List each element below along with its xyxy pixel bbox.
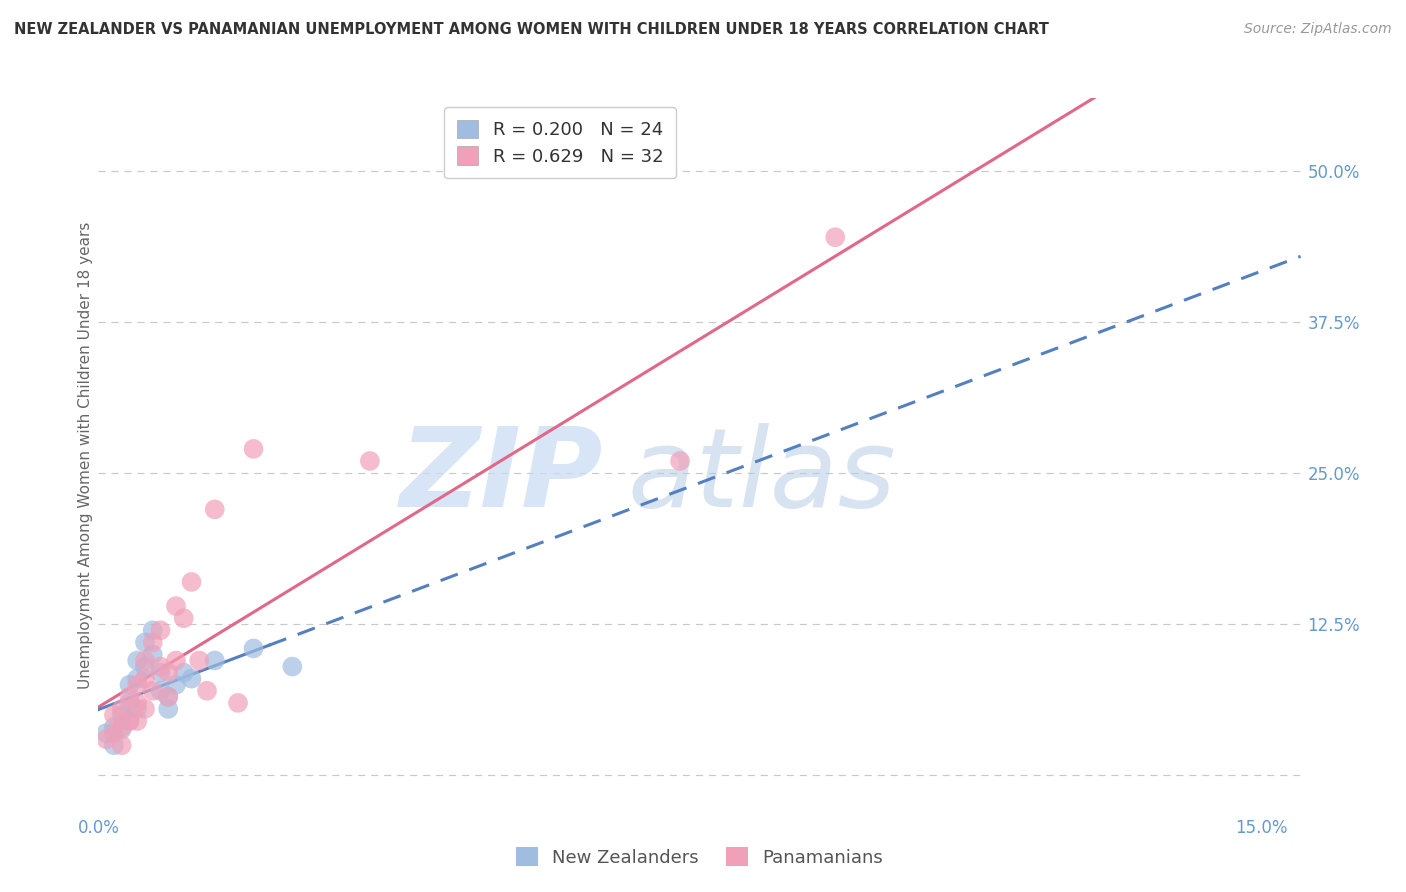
Point bbox=[111, 723, 134, 737]
Text: NEW ZEALANDER VS PANAMANIAN UNEMPLOYMENT AMONG WOMEN WITH CHILDREN UNDER 18 YEAR: NEW ZEALANDER VS PANAMANIAN UNEMPLOYMENT… bbox=[14, 22, 1049, 37]
Point bbox=[96, 732, 118, 747]
Point bbox=[118, 696, 141, 710]
Point bbox=[226, 696, 249, 710]
Point bbox=[669, 454, 692, 468]
Point bbox=[281, 659, 304, 673]
Point bbox=[157, 690, 180, 704]
Point bbox=[127, 678, 149, 692]
Point bbox=[149, 683, 172, 698]
Point bbox=[134, 702, 156, 716]
Point bbox=[180, 672, 202, 686]
Point bbox=[204, 502, 226, 516]
Point bbox=[195, 683, 218, 698]
Point bbox=[103, 738, 125, 752]
Point bbox=[134, 672, 156, 686]
Legend: New Zealanders, Panamanians: New Zealanders, Panamanians bbox=[509, 840, 890, 874]
Point bbox=[96, 726, 118, 740]
Point bbox=[103, 726, 125, 740]
Point bbox=[103, 720, 125, 734]
Point bbox=[134, 635, 156, 649]
Point bbox=[359, 454, 381, 468]
Point bbox=[165, 678, 187, 692]
Text: atlas: atlas bbox=[627, 423, 896, 530]
Point bbox=[173, 665, 195, 680]
Point bbox=[118, 678, 141, 692]
Point bbox=[188, 654, 211, 668]
Point bbox=[134, 654, 156, 668]
Point bbox=[149, 624, 172, 638]
Point bbox=[180, 574, 202, 589]
Point bbox=[118, 714, 141, 728]
Point bbox=[173, 611, 195, 625]
Point bbox=[111, 708, 134, 723]
Point bbox=[127, 702, 149, 716]
Text: ZIP: ZIP bbox=[399, 423, 603, 530]
Point bbox=[127, 714, 149, 728]
Text: Source: ZipAtlas.com: Source: ZipAtlas.com bbox=[1244, 22, 1392, 37]
Point bbox=[134, 659, 156, 673]
Point bbox=[118, 690, 141, 704]
Point bbox=[157, 702, 180, 716]
Point bbox=[127, 654, 149, 668]
Point bbox=[242, 641, 264, 656]
Point bbox=[142, 624, 165, 638]
Point bbox=[127, 696, 149, 710]
Point bbox=[149, 659, 172, 673]
Point bbox=[157, 665, 180, 680]
Point bbox=[204, 654, 226, 668]
Point bbox=[127, 672, 149, 686]
Point bbox=[111, 702, 134, 716]
Y-axis label: Unemployment Among Women with Children Under 18 years: Unemployment Among Women with Children U… bbox=[77, 221, 93, 689]
Point bbox=[103, 708, 125, 723]
Point bbox=[165, 654, 187, 668]
Point bbox=[149, 665, 172, 680]
Point bbox=[242, 442, 264, 456]
Point bbox=[165, 599, 187, 613]
Point bbox=[142, 635, 165, 649]
Point bbox=[142, 648, 165, 662]
Point bbox=[118, 714, 141, 728]
Point bbox=[111, 738, 134, 752]
Point bbox=[157, 690, 180, 704]
Point bbox=[111, 720, 134, 734]
Point bbox=[824, 230, 846, 244]
Point bbox=[142, 683, 165, 698]
